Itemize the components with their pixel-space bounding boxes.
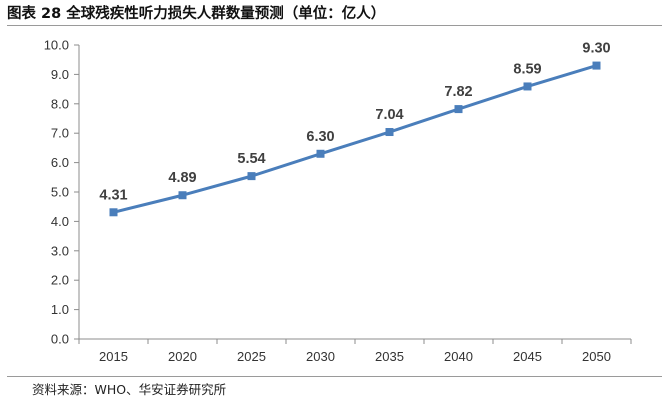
x-tick-label: 2015 bbox=[99, 349, 128, 364]
x-axis: 2015 2020 2025 2030 2035 2040 2045 2050 bbox=[78, 338, 632, 364]
y-tick-label: 2.0 bbox=[51, 273, 69, 288]
data-point-marker bbox=[178, 191, 187, 200]
series-hearing-loss bbox=[109, 61, 601, 217]
data-point-marker bbox=[247, 172, 256, 181]
data-labels: 4.31 4.89 5.54 6.30 7.04 7.82 8.59 9.30 bbox=[99, 41, 610, 204]
data-point-marker bbox=[523, 82, 532, 91]
x-tick-label: 2050 bbox=[582, 349, 611, 364]
x-tick-label: 2040 bbox=[444, 349, 473, 364]
data-label: 4.89 bbox=[168, 170, 196, 186]
source-note: 资料来源：WHO、华安证券研究所 bbox=[32, 382, 227, 397]
chart-title: 图表 28 全球残疾性听力损失人群数量预测（单位：亿人） bbox=[7, 6, 386, 22]
footer-divider bbox=[7, 376, 662, 377]
y-tick-label: 3.0 bbox=[51, 243, 69, 258]
data-point-marker bbox=[592, 61, 601, 70]
data-label: 9.30 bbox=[582, 41, 610, 57]
y-tick-label: 0.0 bbox=[51, 332, 69, 347]
y-tick-label: 7.0 bbox=[51, 126, 69, 141]
y-axis: 0.0 1.0 2.0 3.0 4.0 5.0 6.0 7.0 8.0 9.0 10.0 bbox=[44, 38, 80, 347]
data-label: 8.59 bbox=[513, 61, 541, 77]
x-tick-label: 2045 bbox=[513, 349, 542, 364]
data-point-marker bbox=[454, 105, 463, 114]
data-label: 4.31 bbox=[99, 187, 127, 203]
y-tick-label: 5.0 bbox=[51, 185, 69, 200]
x-tick-label: 2030 bbox=[306, 349, 335, 364]
data-label: 5.54 bbox=[237, 151, 265, 167]
y-tick-label: 4.0 bbox=[51, 214, 69, 229]
line-chart: 0.01.02.03.04.05.06.07.08.09.010.0 2015 2… bbox=[44, 38, 632, 364]
y-tick-label: 10.0 bbox=[44, 38, 69, 53]
y-tick-label: 9.0 bbox=[51, 67, 69, 82]
data-label: 6.30 bbox=[306, 129, 334, 145]
y-tick-label: 6.0 bbox=[51, 155, 69, 170]
data-label: 7.04 bbox=[375, 107, 403, 123]
data-point-marker bbox=[109, 208, 118, 217]
data-label: 7.82 bbox=[444, 84, 472, 100]
x-tick-label: 2035 bbox=[375, 349, 404, 364]
data-point-marker bbox=[385, 128, 394, 137]
y-tick-label: 8.0 bbox=[51, 96, 69, 111]
x-tick-label: 2025 bbox=[237, 349, 266, 364]
title-divider bbox=[7, 25, 662, 26]
x-tick-label: 2020 bbox=[168, 349, 197, 364]
series-line bbox=[113, 64, 597, 214]
data-point-marker bbox=[316, 149, 325, 158]
y-tick-label: 1.0 bbox=[51, 302, 69, 317]
